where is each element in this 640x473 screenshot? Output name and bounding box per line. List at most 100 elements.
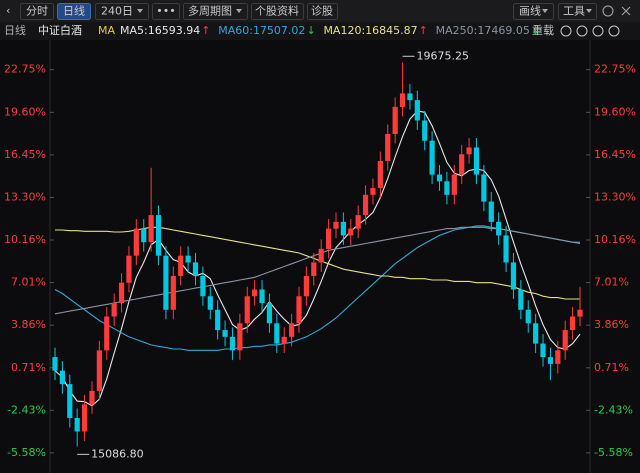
y-tick-label-left: 7.01%: [11, 276, 46, 289]
back-icon[interactable]: ‹: [6, 4, 10, 17]
legend-entry: MA250:17469.05: [436, 24, 530, 37]
button[interactable]: [307, 3, 338, 20]
candle-body: [570, 316, 576, 331]
tab-daily[interactable]: 日线: [63, 4, 85, 18]
period-select[interactable]: 240日: [101, 5, 133, 18]
candle-body: [148, 215, 154, 243]
button[interactable]: [558, 3, 597, 20]
y-tick-label-left: 10.16%: [4, 233, 46, 246]
candle-body: [185, 255, 191, 263]
candle-body: [229, 336, 236, 351]
candle-body: [111, 303, 117, 317]
caret: [542, 9, 548, 13]
candle-body: [274, 323, 280, 344]
candle-body: [281, 336, 287, 344]
button[interactable]: [152, 3, 180, 20]
multi-period[interactable]: 多周期图: [188, 4, 232, 18]
candle-body: [429, 140, 435, 175]
candle-body: [525, 309, 531, 324]
candle-body: [503, 235, 509, 263]
candle-body: [370, 188, 376, 195]
next-icon[interactable]: [608, 25, 620, 37]
candle-body: [318, 248, 324, 263]
y-tick-label-right: 0.71%: [594, 361, 629, 374]
more-button[interactable]: •••: [156, 5, 175, 18]
candle-body: [289, 323, 295, 337]
diagnose[interactable]: 诊股: [311, 4, 333, 18]
candle-body: [555, 350, 561, 364]
candle-body: [547, 357, 554, 364]
candle-body: [296, 296, 302, 324]
high-label: 19675.25: [417, 49, 470, 62]
index-name: 中证白酒: [38, 23, 82, 37]
close-icon[interactable]: [621, 6, 631, 16]
period-label: 日线: [4, 23, 26, 37]
button[interactable]: [183, 3, 248, 20]
y-tick-label-left: 22.75%: [4, 63, 46, 76]
reload-button[interactable]: 重载: [532, 23, 554, 37]
button[interactable]: [95, 3, 149, 20]
legend-arrow: ↑: [201, 24, 210, 37]
legend-arrow: ↓: [531, 24, 540, 37]
legend-arrow: ↓: [306, 24, 315, 37]
candle-body: [348, 228, 354, 236]
candle-body: [178, 255, 184, 276]
low-label: 15086.80: [91, 447, 144, 460]
button[interactable]: [251, 3, 304, 20]
candle-body: [252, 289, 258, 297]
y-tick-label-right: 19.60%: [594, 105, 636, 118]
candle-body: [266, 303, 273, 324]
candle-body: [200, 275, 206, 297]
y-tick-label-right: 7.01%: [594, 276, 629, 289]
toolbar-buttons: ‹ 分时 日线 240日 ••• 多周期图 个股资料 诊股 画线 工具: [6, 3, 631, 20]
candle-body: [52, 357, 58, 371]
y-tick-label-right: -2.43%: [594, 403, 633, 416]
y-tick-label-left: -2.43%: [7, 403, 46, 416]
settings-icon[interactable]: [602, 5, 614, 17]
candle-body: [192, 262, 199, 276]
candle-body: [141, 228, 147, 243]
y-tick-label-right: -5.58%: [594, 446, 633, 459]
candle-body: [355, 215, 361, 229]
stock-info[interactable]: 个股资料: [255, 4, 299, 18]
tools-button[interactable]: 工具: [563, 5, 585, 18]
candle-body: [118, 282, 125, 304]
prev-icon[interactable]: [592, 25, 604, 37]
candle-body: [215, 309, 221, 331]
button-active[interactable]: [57, 3, 91, 20]
candle-body: [533, 323, 539, 344]
button[interactable]: [513, 3, 554, 20]
y-tick-label-right: 16.45%: [594, 148, 636, 161]
candle-body: [81, 404, 88, 432]
candle-body: [311, 262, 317, 276]
zoom-in-icon[interactable]: [576, 25, 588, 37]
candle-body: [399, 93, 406, 107]
button[interactable]: [20, 3, 54, 20]
indicator-name: MA: [98, 24, 115, 37]
candle-body: [414, 100, 420, 121]
y-tick-label-left: 13.30%: [4, 191, 46, 204]
candle-body: [303, 275, 310, 297]
candle-body: [385, 133, 391, 162]
candle-body: [377, 161, 383, 189]
zoom-out-icon[interactable]: [560, 25, 572, 37]
y-tick-label-right: 3.86%: [594, 318, 629, 331]
legend-arrow: ↑: [419, 24, 428, 37]
tab-minute[interactable]: 分时: [26, 5, 48, 18]
draw-button[interactable]: 画线: [519, 4, 541, 18]
y-tick-label-left: 0.71%: [11, 361, 46, 374]
candle-body: [496, 221, 502, 236]
candle-body: [207, 296, 213, 310]
candle-body: [104, 316, 110, 351]
caret: [586, 9, 592, 13]
candle-body: [577, 309, 583, 317]
candle-body: [518, 289, 524, 310]
legend: 日线 中证白酒 MA 重载: [4, 23, 620, 37]
candle-body: [259, 289, 265, 304]
candle-body: [444, 181, 450, 195]
candle-body: [540, 343, 546, 358]
candle-body: [237, 323, 243, 351]
candle-body: [340, 221, 346, 236]
y-tick-label-right: 10.16%: [594, 233, 636, 246]
